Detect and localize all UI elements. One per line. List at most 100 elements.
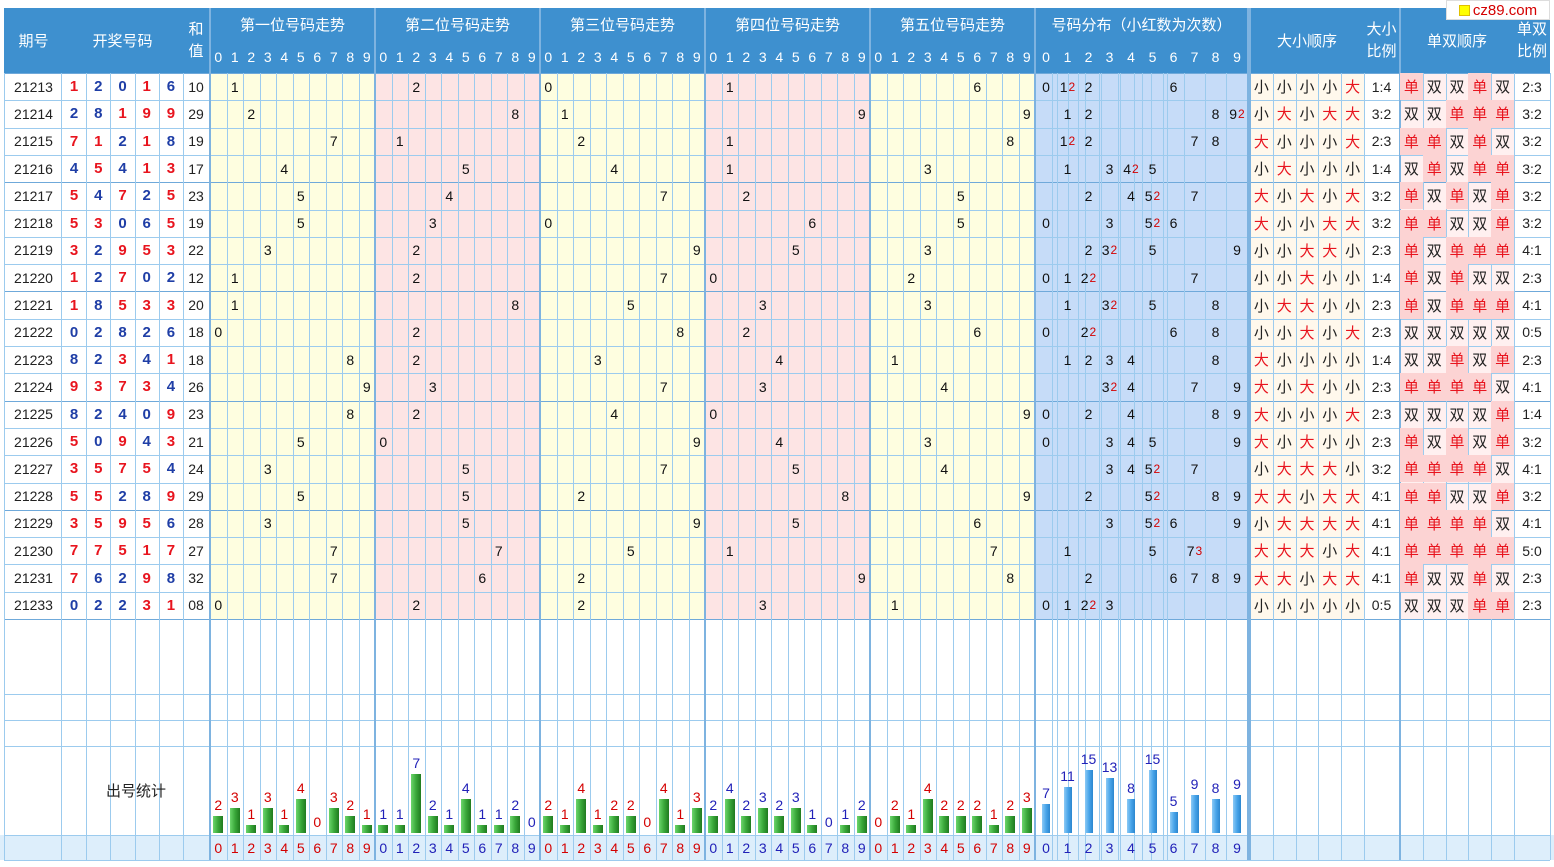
parity-cell: 双: [1472, 434, 1488, 452]
header-digit: 5: [292, 40, 309, 73]
trend-mark: 2: [577, 488, 586, 505]
trend-mark: 0: [544, 215, 553, 232]
stat-bar-label: 4: [296, 780, 305, 796]
stat-bar: [1021, 807, 1032, 833]
grid-row-line: [4, 182, 1550, 184]
zone-divider: [1249, 8, 1251, 860]
distribution-mark: 5: [1142, 428, 1163, 455]
distribution-digit: 6: [1169, 324, 1178, 341]
draw-number: 7: [118, 460, 127, 478]
distribution-mark: 0: [1035, 592, 1057, 619]
trend-mark: 2: [412, 242, 421, 259]
grid-col-line: [919, 73, 921, 860]
parity-ratio-cell: 4:1: [1522, 515, 1542, 532]
trend-mark: 9: [692, 515, 701, 532]
distribution-mark: 6: [1163, 510, 1184, 537]
draw-number: 3: [94, 214, 103, 232]
grid-col-line: [1550, 73, 1551, 860]
header-digit: 0: [1035, 40, 1057, 73]
parity-cell: 单: [1468, 73, 1492, 101]
distribution-digit: 5: [1144, 488, 1153, 505]
axis-digit: 4: [610, 839, 619, 856]
parity-cell: 双: [1449, 133, 1465, 151]
size-cell: 小: [1299, 570, 1315, 588]
header-digit: 7: [490, 40, 507, 73]
stat-bar-label: 15: [1144, 751, 1161, 767]
size-cell: 大: [1345, 188, 1361, 206]
distribution-mark: 1: [1057, 155, 1078, 182]
header-digit: 4: [441, 40, 458, 73]
grid-col-line: [1018, 73, 1020, 860]
trend-mark: 1: [395, 133, 404, 150]
distribution-mark: 9: [1226, 483, 1248, 510]
size-cell: 大: [1299, 434, 1315, 452]
trend-mark: 0: [544, 78, 553, 95]
trend-mark: 2: [412, 406, 421, 423]
distribution-digit: 4: [1127, 378, 1135, 395]
axis-digit: 4: [940, 839, 949, 856]
parity-cell: 单: [1468, 154, 1492, 183]
sum-cell: 22: [188, 242, 204, 259]
trend-mark: 2: [412, 324, 421, 341]
grid-row-line: [4, 154, 1550, 156]
draw-number: 3: [142, 378, 151, 396]
trend-mark: 5: [296, 215, 305, 232]
stat-bar: [345, 816, 356, 833]
parity-cell: 双: [1472, 188, 1488, 206]
size-cell: 小: [1299, 488, 1315, 506]
header-digit: 8: [342, 40, 359, 73]
grid-row-line: [4, 537, 1550, 539]
stat-bar: [757, 807, 768, 833]
trend-mark: 1: [725, 78, 734, 95]
distribution-mark: 3: [1099, 210, 1120, 237]
distribution-digit: 8: [1211, 324, 1220, 341]
header-digit: 9: [853, 40, 870, 73]
draw-number: 2: [118, 132, 127, 150]
size-cell: 小: [1276, 597, 1292, 615]
header-parity-ratio-text: 单双: [1516, 20, 1547, 38]
grid-col-line: [276, 73, 277, 860]
trend-mark: 3: [923, 297, 932, 314]
stat-bar: [361, 824, 372, 833]
axis-digit: 4: [1127, 839, 1135, 856]
distribution-digit: 5: [1148, 297, 1157, 314]
size-cell: 大: [1253, 434, 1269, 452]
header-digit: 9: [1226, 40, 1248, 73]
grid-col-line: [1150, 73, 1152, 860]
trend-mark: 2: [412, 269, 421, 286]
stat-bar: [609, 816, 620, 833]
site-watermark[interactable]: cz89.com: [1446, 0, 1550, 20]
trend-mark: 7: [659, 460, 668, 477]
header-digit: 4: [771, 40, 788, 73]
trend-mark: 6: [973, 515, 982, 532]
issue-cell: 21233: [14, 597, 53, 614]
distribution-mark: 6: [1163, 319, 1184, 346]
trend-mark: 2: [577, 570, 586, 587]
axis-digit: 1: [890, 839, 899, 856]
distribution-digit: 8: [1211, 351, 1220, 368]
draw-number: 7: [69, 569, 79, 587]
trend-mark: 1: [230, 78, 239, 95]
grid-col-line: [655, 73, 657, 860]
draw-number: 5: [94, 160, 103, 178]
grid-col-line: [4, 73, 5, 860]
distribution-mark: 5: [1142, 155, 1163, 182]
parity-cell: 双: [1472, 270, 1488, 288]
parity-cell: 单: [1400, 482, 1423, 510]
trend-mark: 7: [659, 269, 668, 286]
parity-cell: 双: [1449, 570, 1465, 588]
distribution-digit: 0: [1042, 269, 1050, 286]
size-cell: 小: [1322, 297, 1338, 315]
size-cell: 大: [1299, 270, 1315, 288]
stat-bar-label: 2: [742, 797, 751, 813]
trend-mark: 4: [775, 351, 784, 368]
draw-number: 9: [118, 514, 127, 532]
distribution-mark: 1: [1057, 100, 1078, 127]
draw-number: 8: [166, 132, 176, 150]
distribution-digit: 8: [1211, 488, 1220, 505]
stat-bar-label: 1: [478, 805, 487, 822]
trend-mark: 1: [725, 133, 734, 150]
header-digit: 1: [886, 40, 903, 73]
